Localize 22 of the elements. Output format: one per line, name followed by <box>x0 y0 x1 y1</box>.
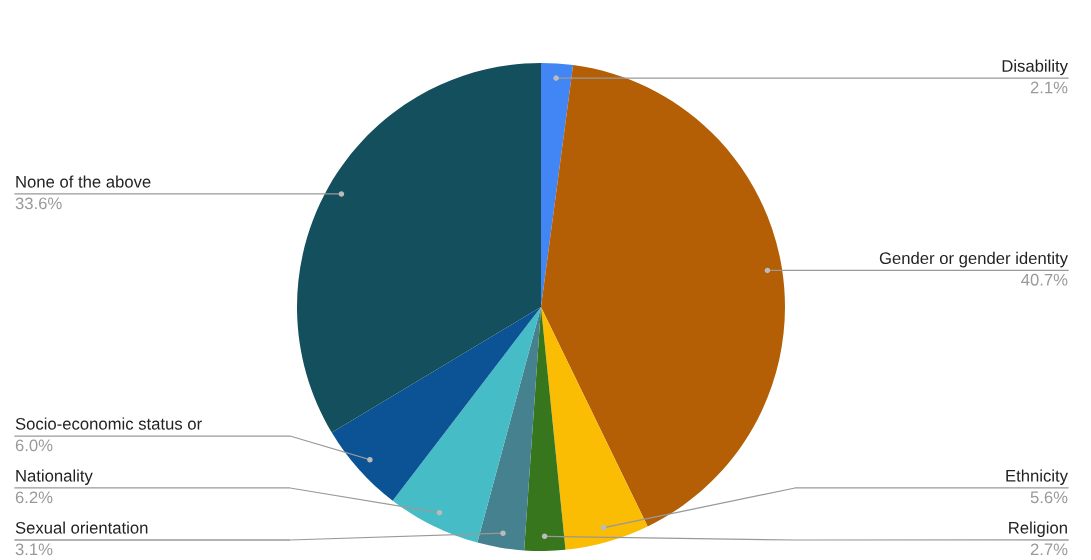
slice-label: Ethnicity <box>1006 469 1068 485</box>
pie-slice <box>297 63 541 433</box>
slice-label: Religion <box>1009 521 1067 537</box>
pie-slice <box>541 65 785 527</box>
slice-label: Gender or gender identity <box>879 251 1068 268</box>
slice-label: None of the above <box>16 175 151 188</box>
slice-label: Socio-economic status or <box>15 417 202 430</box>
data-label: 3.1% <box>15 543 53 556</box>
data-label: 2.7% <box>1030 543 1068 556</box>
data-label: 40.7% <box>1021 273 1068 286</box>
slice-label: Sexual orientation <box>15 521 148 534</box>
data-label: 33.6% <box>15 197 62 210</box>
pie-slice <box>392 307 541 543</box>
data-label: 5.6% <box>1030 491 1068 504</box>
slice-label: Disability <box>1002 59 1068 76</box>
data-label: 6.0% <box>15 439 53 452</box>
pie-slice <box>541 307 648 550</box>
pie-slice <box>477 307 541 551</box>
data-label: 6.2% <box>15 491 53 504</box>
slice-label: Nationality <box>16 469 93 485</box>
data-label: 2.1% <box>1030 81 1068 94</box>
pie-slice <box>331 307 541 501</box>
